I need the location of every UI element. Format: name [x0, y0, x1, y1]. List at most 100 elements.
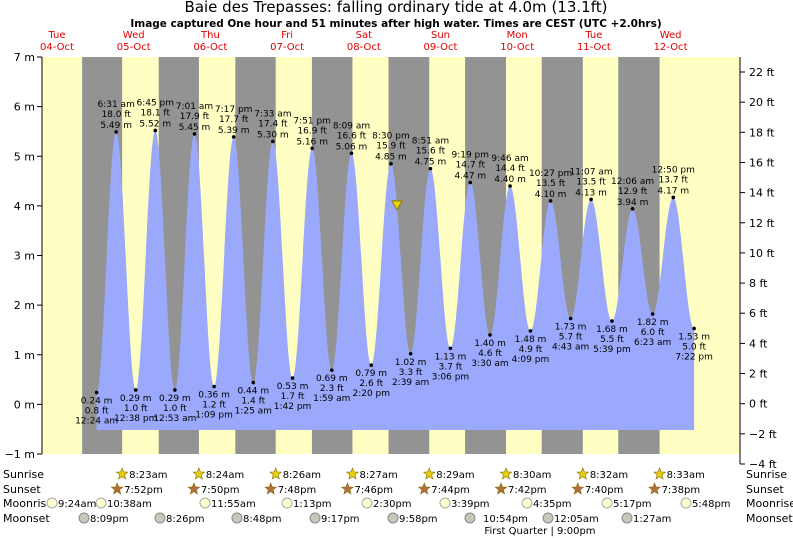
tide-time: 1:25 am	[235, 407, 272, 417]
tide-feet: 1.0 ft	[124, 404, 148, 414]
sun-icon	[187, 482, 201, 495]
sunrise-time: 8:23am	[129, 470, 167, 481]
tide-feet: 1.2 ft	[202, 401, 226, 411]
day-name: Tue	[47, 30, 65, 41]
day-name: Fri	[281, 30, 293, 41]
y-tick-label: 2 m	[14, 299, 35, 312]
row-label: Sunset	[3, 483, 41, 496]
tide-feet: 15.6 ft	[416, 147, 446, 157]
tide-feet: 1.4 ft	[241, 397, 265, 407]
day-name: Sun	[431, 30, 450, 41]
moonrise-time: 5:48pm	[692, 499, 731, 510]
day-date: 05-Oct	[117, 42, 151, 53]
day-name: Wed	[660, 30, 682, 41]
tide-feet: 16.6 ft	[337, 131, 367, 141]
tide-time: 7:33 am	[254, 109, 291, 119]
day-name: Sat	[356, 30, 372, 41]
tide-time: 10:27 pm	[529, 169, 572, 179]
tide-meters: 4.47 m	[454, 172, 486, 182]
y2-tick-label: −4 ft	[749, 458, 777, 471]
sunrise-time: 8:32am	[590, 470, 628, 481]
tide-feet: 0.8 ft	[85, 406, 109, 416]
moonrise-time: 3:39pm	[451, 499, 490, 510]
sunset-time: 7:50pm	[201, 485, 240, 496]
tide-time: 2:39 am	[392, 378, 429, 388]
tide-feet: 6.0 ft	[641, 328, 665, 338]
tide-meters: 5.39 m	[218, 126, 250, 136]
tide-meters: 5.49 m	[100, 121, 132, 131]
tide-time: 6:45 pm	[136, 98, 174, 108]
y-tick-label: −1 m	[5, 448, 35, 461]
tide-meters: 5.45 m	[179, 123, 211, 133]
sun-icon	[269, 467, 283, 480]
tide-time: 7:01 am	[176, 102, 213, 112]
current-marker	[391, 200, 403, 211]
moon-icon	[680, 497, 692, 509]
tide-feet: 1.7 ft	[281, 392, 305, 402]
moonset-time: 9:58pm	[399, 514, 438, 525]
sunset-time: 7:38pm	[662, 485, 701, 496]
tide-meters: 0.44 m	[237, 387, 269, 397]
y2-tick-label: −2 ft	[749, 428, 777, 441]
day-date: 12-Oct	[654, 42, 688, 53]
tide-meters: 4.17 m	[657, 186, 689, 196]
moon-icon	[78, 512, 90, 524]
tide-feet: 16.9 ft	[297, 126, 327, 136]
tide-feet: 17.7 ft	[219, 115, 249, 125]
row-label: Moonset	[746, 512, 793, 525]
tide-meters: 0.36 m	[198, 391, 230, 401]
tide-meters: 1.40 m	[474, 339, 506, 349]
moon-icon	[464, 512, 476, 524]
tide-feet: 2.3 ft	[320, 384, 344, 394]
tide-time: 7:22 pm	[675, 352, 713, 362]
sun-icon	[417, 482, 431, 495]
tide-meters: 5.30 m	[257, 130, 289, 140]
moon-icon	[95, 497, 107, 509]
sun-icon	[571, 482, 585, 495]
moon-icon	[199, 497, 211, 509]
sunrise-time: 8:26am	[283, 470, 321, 481]
sunrise-time: 8:24am	[206, 470, 244, 481]
moon-icon	[387, 512, 399, 524]
tide-meters: 4.40 m	[494, 175, 526, 185]
tide-time: 7:51 pm	[293, 116, 331, 126]
tide-meters: 0.79 m	[355, 369, 387, 379]
sunset-time: 7:48pm	[278, 485, 317, 496]
tide-meters: 4.75 m	[415, 158, 447, 168]
sunset-time: 7:52pm	[124, 485, 163, 496]
chart-title: Baie des Trepasses: falling ordinary tid…	[185, 0, 608, 16]
tide-meters: 0.24 m	[81, 396, 113, 406]
tide-point	[692, 326, 696, 331]
tide-point	[212, 384, 216, 389]
day-date: 11-Oct	[577, 42, 611, 53]
moonrise-time: 4:35pm	[533, 499, 572, 510]
tide-time: 9:46 am	[491, 154, 528, 164]
sun-icon	[345, 467, 359, 480]
tide-time: 8:51 am	[412, 137, 449, 147]
tide-time: 4:09 pm	[512, 355, 550, 365]
row-label: Sunrise	[3, 468, 44, 481]
tide-meters: 1.48 m	[515, 335, 547, 345]
tide-meters: 4.85 m	[375, 153, 407, 163]
tide-point	[671, 195, 676, 200]
day-date: 04-Oct	[40, 42, 74, 53]
sun-icon	[115, 467, 129, 480]
tide-time: 7:17 pm	[215, 105, 253, 115]
tide-point	[133, 388, 138, 392]
tide-feet: 3.3 ft	[399, 368, 423, 378]
moon-icon	[309, 512, 321, 524]
tide-meters: 4.10 m	[535, 190, 567, 200]
sun-icon	[494, 482, 508, 495]
tide-time: 5:39 pm	[593, 345, 631, 355]
y2-tick-label: 8 ft	[749, 277, 768, 290]
tide-feet: 13.5 ft	[536, 179, 566, 189]
tide-point	[568, 316, 573, 321]
tide-point	[448, 346, 453, 351]
moonset-time: 8:09pm	[90, 514, 129, 525]
tide-feet: 5.7 ft	[559, 333, 583, 343]
moonset-time: 12:05am	[554, 514, 599, 525]
y-tick-label: 0 m	[14, 398, 35, 411]
sunset-time: 7:40pm	[585, 485, 624, 496]
moon-icon	[439, 497, 451, 509]
